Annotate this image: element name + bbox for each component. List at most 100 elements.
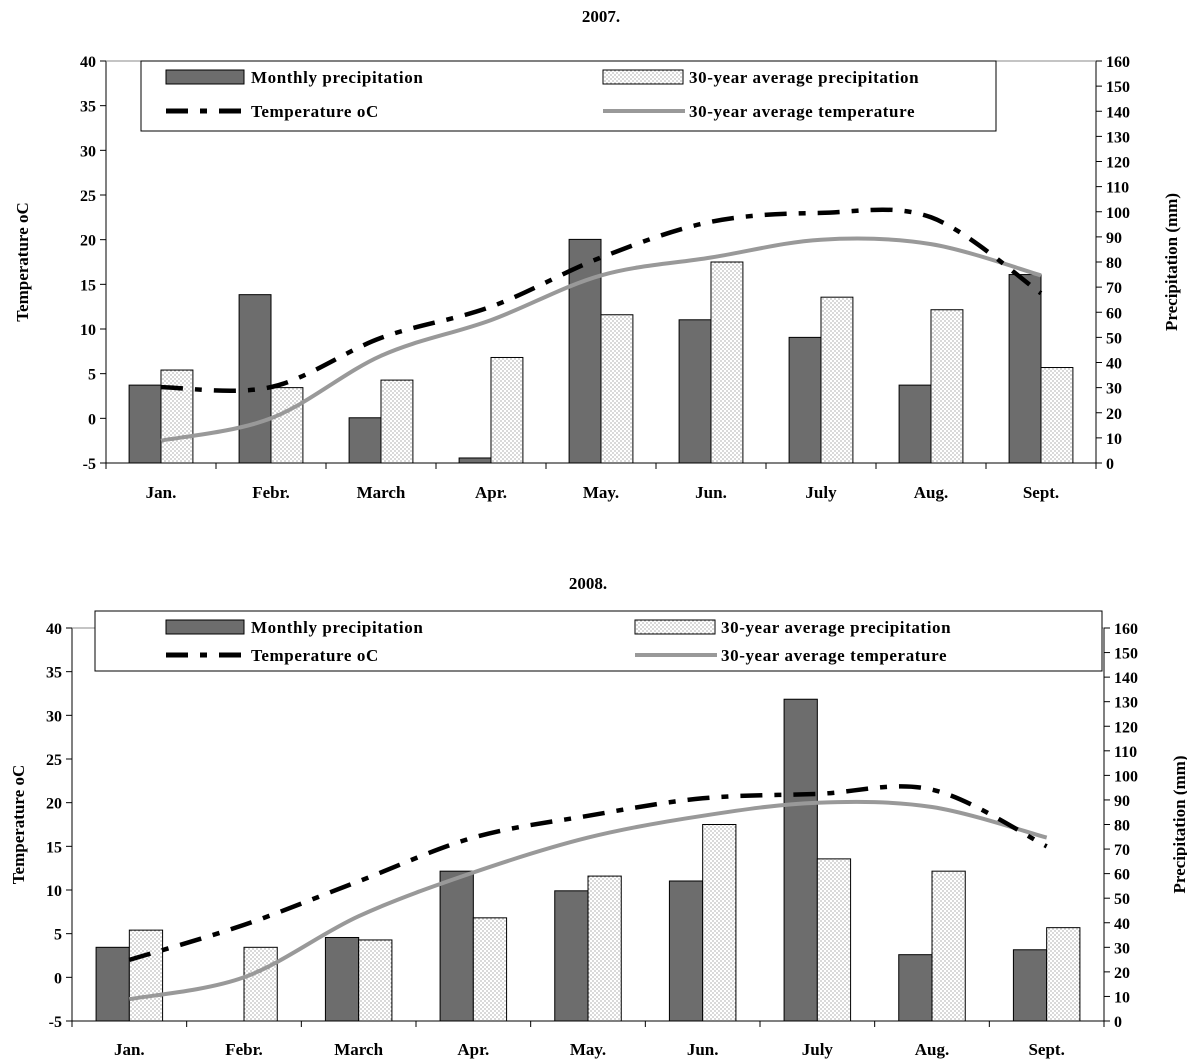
y-tick-label: 10 bbox=[46, 883, 62, 900]
y-tick-label: 40 bbox=[80, 54, 96, 71]
avg-precipitation-bar bbox=[380, 379, 414, 464]
x-tick-label: July bbox=[805, 483, 837, 502]
y2-tick-label: 160 bbox=[1106, 54, 1130, 71]
monthly-precipitation-bar bbox=[678, 319, 712, 464]
legend-swatch-monthly-precipitation bbox=[165, 69, 245, 85]
y2-tick-label: 70 bbox=[1106, 280, 1122, 297]
y-tick-label: 20 bbox=[80, 233, 96, 250]
legend-label-avg-temperature: 30-year average temperature bbox=[689, 102, 915, 121]
monthly-precipitation-bar bbox=[95, 946, 130, 1022]
legend-label-temperature: Temperature oC bbox=[251, 102, 379, 121]
avg-precipitation-bar bbox=[128, 929, 164, 1022]
x-tick-label: July bbox=[802, 1040, 834, 1059]
y2-tick-label: 20 bbox=[1106, 406, 1122, 423]
y2-tick-label: 60 bbox=[1106, 305, 1122, 322]
monthly-precipitation-bar bbox=[554, 890, 589, 1022]
monthly-precipitation-bar bbox=[348, 417, 382, 464]
y-axis-label: Temperature oC bbox=[13, 202, 32, 321]
x-tick-label: Jan. bbox=[114, 1040, 145, 1059]
x-tick-label: March bbox=[334, 1040, 383, 1059]
temperature-line bbox=[160, 207, 1043, 393]
y-tick-label: 10 bbox=[80, 322, 96, 339]
x-tick-label: Febr. bbox=[252, 483, 290, 502]
avg-precipitation-bar bbox=[1046, 927, 1081, 1022]
avg-precipitation-bar bbox=[472, 917, 508, 1022]
chart-title: 2008. bbox=[569, 574, 607, 593]
y2-tick-label: 50 bbox=[1114, 891, 1130, 908]
y-tick-label: 40 bbox=[46, 621, 62, 638]
x-tick-label: Jan. bbox=[146, 483, 177, 502]
legend-swatch-avg-precipitation bbox=[602, 69, 684, 85]
y2-tick-label: 50 bbox=[1106, 330, 1122, 347]
x-tick-label: Sept. bbox=[1023, 483, 1059, 502]
y2-tick-label: 110 bbox=[1114, 744, 1137, 761]
x-tick-label: Apr. bbox=[457, 1040, 489, 1059]
y2-tick-label: 100 bbox=[1114, 768, 1138, 785]
y2-tick-label: 140 bbox=[1106, 104, 1130, 121]
avg-precipitation-bar bbox=[931, 870, 966, 1022]
y2-tick-label: 120 bbox=[1114, 719, 1138, 736]
y2-tick-label: 0 bbox=[1106, 456, 1114, 473]
avg-precipitation-bar bbox=[1040, 367, 1074, 464]
y2-tick-label: 90 bbox=[1106, 230, 1122, 247]
avg-precipitation-bar bbox=[820, 296, 854, 464]
legend-label-avg-temperature: 30-year average temperature bbox=[721, 646, 947, 665]
x-tick-label: May. bbox=[570, 1040, 606, 1059]
y-tick-label: 15 bbox=[46, 839, 62, 856]
legend-swatch-monthly-precipitation bbox=[165, 619, 245, 635]
y2-tick-label: 110 bbox=[1106, 180, 1129, 197]
y-tick-label: 5 bbox=[54, 927, 62, 944]
y-tick-label: -5 bbox=[83, 456, 96, 473]
y2-axis-label: Precipitation (mm) bbox=[1170, 755, 1187, 893]
legend-box bbox=[140, 60, 997, 132]
y2-axis-label: Precipitation (mm) bbox=[1162, 193, 1181, 331]
chart-title: 2007. bbox=[582, 7, 620, 26]
y-tick-label: 25 bbox=[80, 188, 96, 205]
avg-precipitation-bar bbox=[358, 939, 393, 1022]
avg-temperature-line bbox=[128, 799, 1048, 1002]
y-tick-label: 35 bbox=[46, 665, 62, 682]
y2-tick-label: 90 bbox=[1114, 793, 1130, 810]
y2-tick-label: 130 bbox=[1106, 129, 1130, 146]
y2-tick-label: 60 bbox=[1114, 867, 1130, 884]
y-tick-label: 0 bbox=[88, 411, 96, 428]
x-tick-label: Febr. bbox=[225, 1040, 263, 1059]
monthly-precipitation-bar bbox=[668, 880, 704, 1022]
legend-label-avg-precipitation: 30-year average precipitation bbox=[721, 618, 951, 637]
legend-label-monthly-precipitation: Monthly precipitation bbox=[251, 618, 423, 637]
y-axis-label: Temperature oC bbox=[9, 765, 28, 884]
avg-temperature-line bbox=[160, 236, 1042, 443]
y2-tick-label: 70 bbox=[1114, 842, 1130, 859]
monthly-precipitation-bar bbox=[783, 698, 818, 1022]
monthly-precipitation-bar bbox=[238, 294, 272, 464]
temperature-line bbox=[128, 784, 1048, 963]
monthly-precipitation-bar bbox=[568, 238, 602, 464]
legend-label-temperature: Temperature oC bbox=[251, 646, 379, 665]
x-tick-label: May. bbox=[583, 483, 619, 502]
y2-tick-label: 40 bbox=[1106, 356, 1122, 373]
y-tick-label: 30 bbox=[46, 708, 62, 725]
monthly-precipitation-bar bbox=[898, 954, 933, 1022]
x-tick-label: March bbox=[357, 483, 406, 502]
avg-precipitation-bar bbox=[710, 261, 744, 464]
avg-precipitation-bar bbox=[160, 369, 194, 464]
monthly-precipitation-bar bbox=[324, 936, 360, 1022]
y2-tick-label: 10 bbox=[1106, 431, 1122, 448]
y-tick-label: 30 bbox=[80, 143, 96, 160]
avg-precipitation-bar bbox=[600, 314, 634, 464]
y2-tick-label: 160 bbox=[1114, 621, 1138, 638]
y-tick-label: 5 bbox=[88, 367, 96, 384]
y2-tick-label: 150 bbox=[1114, 646, 1138, 663]
avg-precipitation-bar bbox=[702, 824, 737, 1022]
x-tick-label: Jun. bbox=[695, 483, 727, 502]
monthly-precipitation-bar bbox=[1012, 949, 1048, 1022]
y2-tick-label: 80 bbox=[1106, 255, 1122, 272]
y-tick-label: 15 bbox=[80, 277, 96, 294]
y2-tick-label: 140 bbox=[1114, 670, 1138, 687]
avg-precipitation-bar bbox=[587, 875, 622, 1022]
y2-tick-label: 30 bbox=[1106, 381, 1122, 398]
avg-precipitation-bar bbox=[243, 946, 278, 1022]
monthly-precipitation-bar bbox=[128, 384, 162, 464]
y2-tick-label: 0 bbox=[1114, 1014, 1122, 1031]
